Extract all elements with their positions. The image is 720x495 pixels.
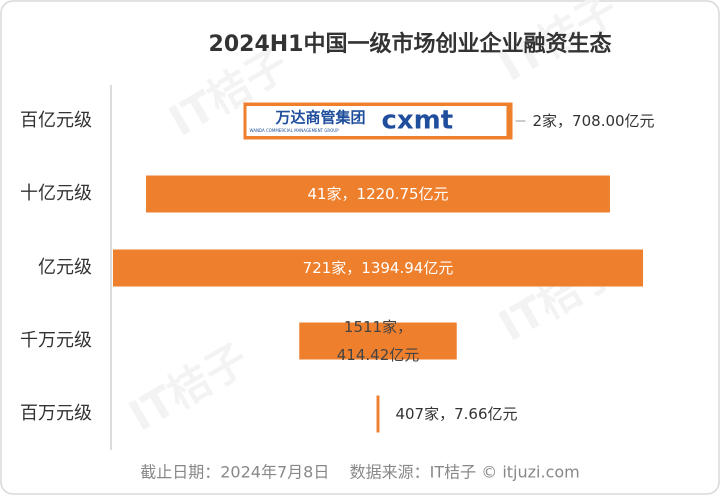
y-tick-label: 百万元级 [20, 403, 92, 424]
value-label: 721家，1394.94亿元 [302, 259, 454, 277]
value-label: 407家，7.66亿元 [395, 405, 518, 423]
logo-text: WANDA COMMERCIAL MANAGEMENT GROUP [249, 128, 339, 133]
value-label: 41家，1220.75亿元 [307, 185, 449, 203]
y-tick-label: 十亿元级 [20, 183, 92, 204]
logo-bg [246, 106, 507, 136]
bar [299, 322, 457, 360]
value-label: 2家，708.00亿元 [532, 112, 655, 130]
logo-text: cxmt [381, 106, 453, 136]
y-tick-label: 千万元级 [20, 330, 92, 351]
y-tick-label: 百亿元级 [20, 110, 92, 131]
value-label: 1511家，414.42亿元 [336, 318, 420, 364]
logo-text: 万达商管集团 [274, 109, 365, 127]
bar [376, 395, 380, 433]
footer: 截止日期：2024年7月8日 数据来源：IT桔子 © itjuzi.com [140, 463, 580, 482]
chart-title: 2024H1中国一级市场创业企业融资生态 [209, 31, 612, 57]
bar [112, 249, 644, 287]
y-tick-label: 亿元级 [38, 257, 92, 278]
bar [146, 175, 610, 213]
